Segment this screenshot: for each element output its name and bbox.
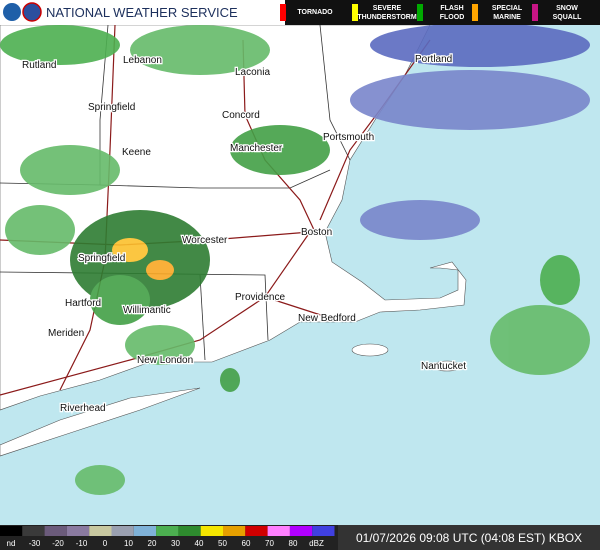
scale-label: 50 bbox=[218, 539, 227, 548]
long-island bbox=[0, 387, 201, 457]
warning-legend bbox=[285, 0, 600, 25]
radar-echoes bbox=[0, 23, 590, 495]
noaa-logo bbox=[3, 3, 21, 21]
warning-swatch bbox=[532, 4, 538, 21]
scale-label: 70 bbox=[265, 539, 274, 548]
scale-color bbox=[312, 526, 335, 536]
city-labels: Rutland Lebanon Laconia Portland Springfield… bbox=[21, 53, 468, 416]
city-label: Nantucket bbox=[421, 361, 466, 372]
scale-label: -20 bbox=[52, 539, 64, 548]
warning-swatch bbox=[472, 4, 478, 21]
island bbox=[432, 360, 462, 372]
scale-label: nd bbox=[7, 539, 16, 548]
scale-label: -10 bbox=[76, 539, 88, 548]
city-label: Laconia bbox=[235, 67, 270, 78]
city-label: Springfield bbox=[88, 102, 135, 113]
scale-color bbox=[156, 526, 179, 536]
warning-label: FLASH FLOOD bbox=[440, 5, 465, 21]
scale-color bbox=[267, 526, 290, 536]
city-label: Rutland bbox=[22, 60, 56, 71]
scale-label: 0 bbox=[103, 539, 108, 548]
scale-color bbox=[111, 526, 134, 536]
island bbox=[351, 343, 389, 357]
scale-label: 30 bbox=[171, 539, 180, 548]
scale-color bbox=[89, 526, 112, 536]
warning-label: SPECIAL MARINE bbox=[492, 5, 523, 21]
warning-swatch bbox=[352, 4, 358, 21]
city-label: Riverhead bbox=[60, 403, 106, 414]
warning-swatch bbox=[417, 4, 423, 21]
scale-label: dBZ bbox=[309, 539, 324, 548]
header-title: NATIONAL WEATHER SERVICE bbox=[46, 5, 238, 20]
timestamp-box bbox=[338, 525, 600, 550]
scale-color bbox=[245, 526, 268, 536]
warning-swatch bbox=[280, 4, 286, 21]
city-label: Portsmouth bbox=[323, 132, 374, 143]
scale-color bbox=[0, 526, 23, 536]
scale-color bbox=[200, 526, 223, 536]
scale-color bbox=[44, 526, 67, 536]
city-label: Portland bbox=[415, 54, 452, 65]
timestamp: 01/07/2026 09:08 UTC (04:08 EST) KBOX bbox=[356, 531, 582, 545]
city-label: New London bbox=[137, 355, 193, 366]
scale-color bbox=[178, 526, 201, 536]
scale-color bbox=[223, 526, 246, 536]
scale-color bbox=[22, 526, 45, 536]
city-label: Concord bbox=[222, 110, 260, 121]
scale-label: 20 bbox=[148, 539, 157, 548]
city-label: Manchester bbox=[230, 143, 283, 154]
scale-color bbox=[289, 526, 313, 536]
warning-label: SEVERE THUNDERSTORM bbox=[357, 5, 417, 21]
city-label: Lebanon bbox=[123, 55, 162, 66]
city-label: Hartford bbox=[65, 298, 101, 309]
city-label: Springfield bbox=[78, 253, 125, 264]
city-label: Meriden bbox=[48, 328, 84, 339]
scale-label: -30 bbox=[29, 539, 41, 548]
city-label: Providence bbox=[235, 292, 285, 303]
warning-items: TORNADO SEVERE THUNDERSTORM FLASH FLOOD SPECI… bbox=[280, 4, 582, 21]
scale-label: 60 bbox=[242, 539, 251, 548]
warning-label: SNOW SQUALL bbox=[553, 5, 583, 21]
scale-color bbox=[66, 526, 90, 536]
nws-logo bbox=[22, 2, 42, 22]
warning-label: TORNADO bbox=[297, 9, 333, 16]
city-label: Boston bbox=[301, 227, 332, 238]
dbz-scale: nd -30 -20 -10 0 10 20 30 40 50 60 70 80 dBZ bbox=[0, 526, 335, 548]
scale-label: 10 bbox=[124, 539, 133, 548]
scale-label: 40 bbox=[195, 539, 204, 548]
scale-color bbox=[133, 526, 157, 536]
city-label: New Bedford bbox=[298, 313, 356, 324]
city-label: Keene bbox=[122, 147, 151, 158]
scale-label: 80 bbox=[289, 539, 298, 548]
city-label: Willimantic bbox=[123, 305, 171, 316]
city-label: Worcester bbox=[182, 235, 228, 246]
